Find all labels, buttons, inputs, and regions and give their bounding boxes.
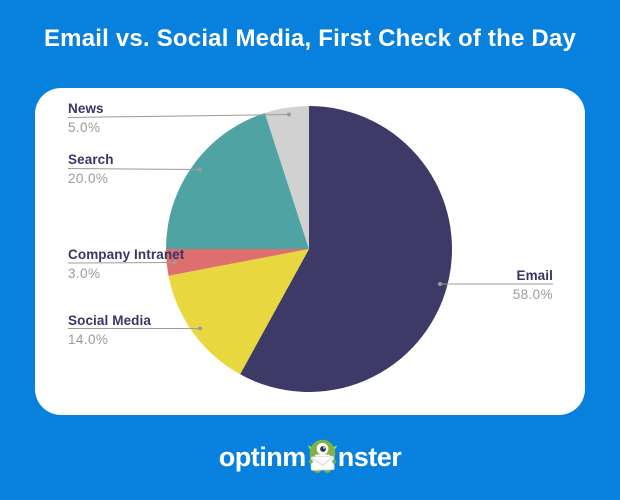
optinmonster-logo: optinm nster bbox=[0, 438, 620, 473]
monster-eye-highlight bbox=[322, 447, 325, 449]
segment-percent: 14.0% bbox=[68, 332, 109, 347]
pie-slice-email bbox=[240, 106, 453, 392]
leader-dot-search bbox=[198, 167, 202, 172]
monster-envelope bbox=[310, 455, 335, 471]
segment-label-search: Search 20.0% bbox=[68, 152, 114, 186]
chart-title: Email vs. Social Media, First Check of t… bbox=[43, 25, 577, 52]
leader-line-search bbox=[67, 168, 201, 170]
monster-horn-left bbox=[307, 445, 314, 450]
segment-label-email: Email 58.0% bbox=[513, 268, 553, 302]
segment-percent: 58.0% bbox=[512, 287, 553, 302]
segment-name: Email bbox=[516, 268, 553, 283]
leader-line-news bbox=[67, 114, 290, 118]
chart-card: News 5.0% Search 20.0% Company Intranet … bbox=[35, 88, 585, 415]
pie-slice-search bbox=[166, 113, 309, 249]
segment-label-company-intranet: Company Intranet 3.0% bbox=[68, 247, 184, 281]
segment-name: Social Media bbox=[68, 313, 151, 328]
segment-percent: 20.0% bbox=[68, 171, 109, 186]
segment-percent: 5.0% bbox=[68, 120, 101, 135]
monster-hand-left bbox=[308, 459, 313, 464]
leader-dot-news bbox=[287, 112, 291, 117]
pie-slice-social-media bbox=[168, 249, 309, 375]
monster-horn-right bbox=[330, 445, 338, 450]
segment-name: Company Intranet bbox=[68, 247, 185, 262]
monster-pupil bbox=[319, 446, 326, 452]
segment-name: News bbox=[68, 101, 104, 116]
pie-chart bbox=[67, 106, 553, 392]
leader-dot-email bbox=[438, 282, 442, 286]
logo-text-left: optinm bbox=[218, 442, 306, 472]
segment-label-social-media: Social Media 14.0% bbox=[68, 313, 151, 347]
leader-dot-company-intranet bbox=[173, 260, 177, 265]
leader-dot-social-media bbox=[198, 326, 202, 331]
monster-hand-right bbox=[331, 459, 337, 464]
segment-name: Search bbox=[68, 152, 114, 167]
monster-mascot-icon bbox=[307, 439, 338, 473]
pie-slice-company-intranet bbox=[166, 249, 309, 276]
segment-percent: 3.0% bbox=[68, 266, 101, 281]
pie-slices bbox=[166, 106, 453, 392]
leader-line-company-intranet bbox=[67, 262, 176, 264]
segment-label-news: News 5.0% bbox=[68, 101, 104, 135]
pie-slice-news bbox=[264, 106, 309, 249]
logo-text-right: nster bbox=[337, 442, 402, 472]
